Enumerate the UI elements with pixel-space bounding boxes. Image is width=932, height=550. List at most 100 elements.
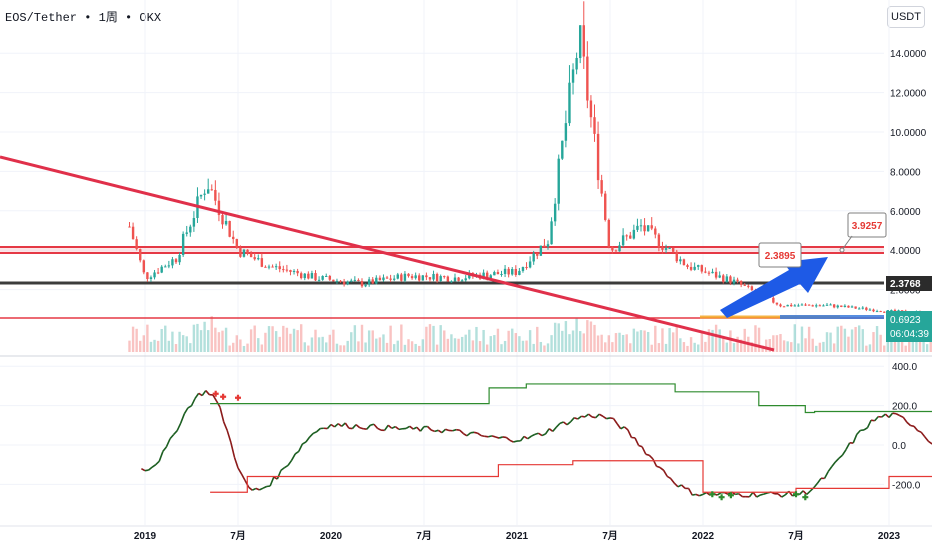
price-callout-1[interactable]: 2.3895 <box>758 242 802 268</box>
candle-body <box>485 272 489 279</box>
osc-segment <box>251 487 257 491</box>
volume-bar <box>636 331 639 352</box>
projection-arrow[interactable] <box>720 257 828 318</box>
osc-segment <box>856 429 861 435</box>
osc-segment <box>462 432 468 437</box>
oscillator-axis[interactable]: 400.0 200.0 0.0 -200.0 <box>892 362 921 491</box>
volume-bar <box>178 331 181 352</box>
osc-segment <box>230 442 236 458</box>
price-label-level2[interactable]: 2.3768 <box>886 276 932 291</box>
osc-segment <box>366 424 371 430</box>
osc-segment <box>692 493 697 496</box>
volume-bar <box>564 321 568 352</box>
volume-bar <box>139 340 142 352</box>
osc-segment <box>391 425 396 430</box>
candle-body <box>586 56 589 101</box>
candle-body <box>568 82 571 124</box>
volume-bar <box>904 345 907 352</box>
volume-bar <box>242 345 246 352</box>
osc-segment <box>806 490 811 496</box>
volume-bar <box>782 340 786 352</box>
osc-segment <box>555 422 561 428</box>
candle-body <box>149 277 153 279</box>
volume-bar <box>822 341 825 352</box>
osc-tick-label: 0.0 <box>892 441 906 452</box>
osc-segment <box>638 444 643 448</box>
osc-segment <box>405 425 411 430</box>
volume-bar <box>396 340 399 352</box>
volume-bar <box>350 332 353 352</box>
descending-trendline[interactable] <box>0 155 775 352</box>
osc-segment <box>874 416 879 422</box>
candle-body <box>578 25 582 58</box>
currency-badge[interactable]: USDT <box>887 6 925 28</box>
time-tick-label: 2023 <box>878 531 901 542</box>
osc-segment <box>276 470 282 480</box>
candle-body <box>350 280 353 282</box>
time-axis[interactable]: 20197月20207月20217月20227月20237月20247月2025… <box>0 525 932 542</box>
volume-bar <box>797 343 800 352</box>
price-tick-label: 6.0000 <box>890 207 921 218</box>
osc-segment <box>523 435 529 440</box>
osc-segment <box>620 426 625 430</box>
volume-bar <box>675 326 678 352</box>
time-tick-label: 2020 <box>320 531 343 542</box>
volume-bar <box>464 334 467 352</box>
volume-bar <box>546 343 550 352</box>
volume-bar <box>335 343 339 352</box>
time-tick-label: 7月 <box>230 530 246 542</box>
price-callout-2[interactable]: 3.9257 <box>839 212 887 253</box>
candle-body <box>675 251 678 262</box>
candle-body <box>786 304 789 307</box>
osc-segment <box>441 428 447 434</box>
osc-segment <box>581 415 586 418</box>
osc-segment <box>394 426 400 431</box>
candle-body <box>264 266 267 268</box>
volume-bar <box>507 330 510 352</box>
volume-bar <box>632 328 636 352</box>
candle-body <box>142 260 146 273</box>
osc-segment <box>527 435 532 440</box>
price-tick-label: 14.0000 <box>890 49 927 60</box>
chart-grid <box>0 0 890 525</box>
time-tick-label: 2021 <box>506 531 529 542</box>
candle-body <box>285 269 289 271</box>
candle-body <box>729 276 732 284</box>
volume-bar <box>739 339 743 352</box>
candle-body <box>164 266 167 268</box>
osc-segment <box>623 426 629 431</box>
volume-bar <box>925 344 929 352</box>
volume-bar <box>385 342 389 352</box>
osc-segment <box>552 426 557 432</box>
osc-signal-marker <box>727 492 734 499</box>
candle-body <box>632 229 636 239</box>
volume-bar <box>568 334 571 352</box>
osc-segment <box>162 446 168 452</box>
candle-body <box>421 275 425 281</box>
volume-bar <box>521 340 525 352</box>
symbol-title[interactable]: EOS/Tether • 1周 • OKX <box>5 11 162 25</box>
candle-body <box>797 305 800 307</box>
volume-bar <box>857 325 861 352</box>
candle-body <box>199 194 203 197</box>
last-price-label[interactable]: 0.6923 06:04:39 <box>886 311 932 342</box>
candle-body <box>328 275 332 280</box>
osc-segment <box>495 436 500 439</box>
candle-body <box>618 245 621 252</box>
volume-bar <box>768 339 771 352</box>
price-axis[interactable]: 14.0000 12.0000 10.0000 8.0000 6.0000 4.0000 2… <box>890 49 927 296</box>
osc-segment <box>570 417 575 423</box>
volume-bar <box>278 336 281 352</box>
osc-segment <box>287 459 293 466</box>
candle-body <box>621 235 625 246</box>
candle-body <box>550 221 553 245</box>
osc-signal-marker <box>220 393 227 400</box>
volume-bar <box>260 344 264 352</box>
osc-segment <box>573 416 579 420</box>
candle-body <box>292 270 296 272</box>
resistance-zone[interactable] <box>0 246 884 254</box>
osc-segment <box>158 451 164 462</box>
candle-body <box>790 304 793 307</box>
